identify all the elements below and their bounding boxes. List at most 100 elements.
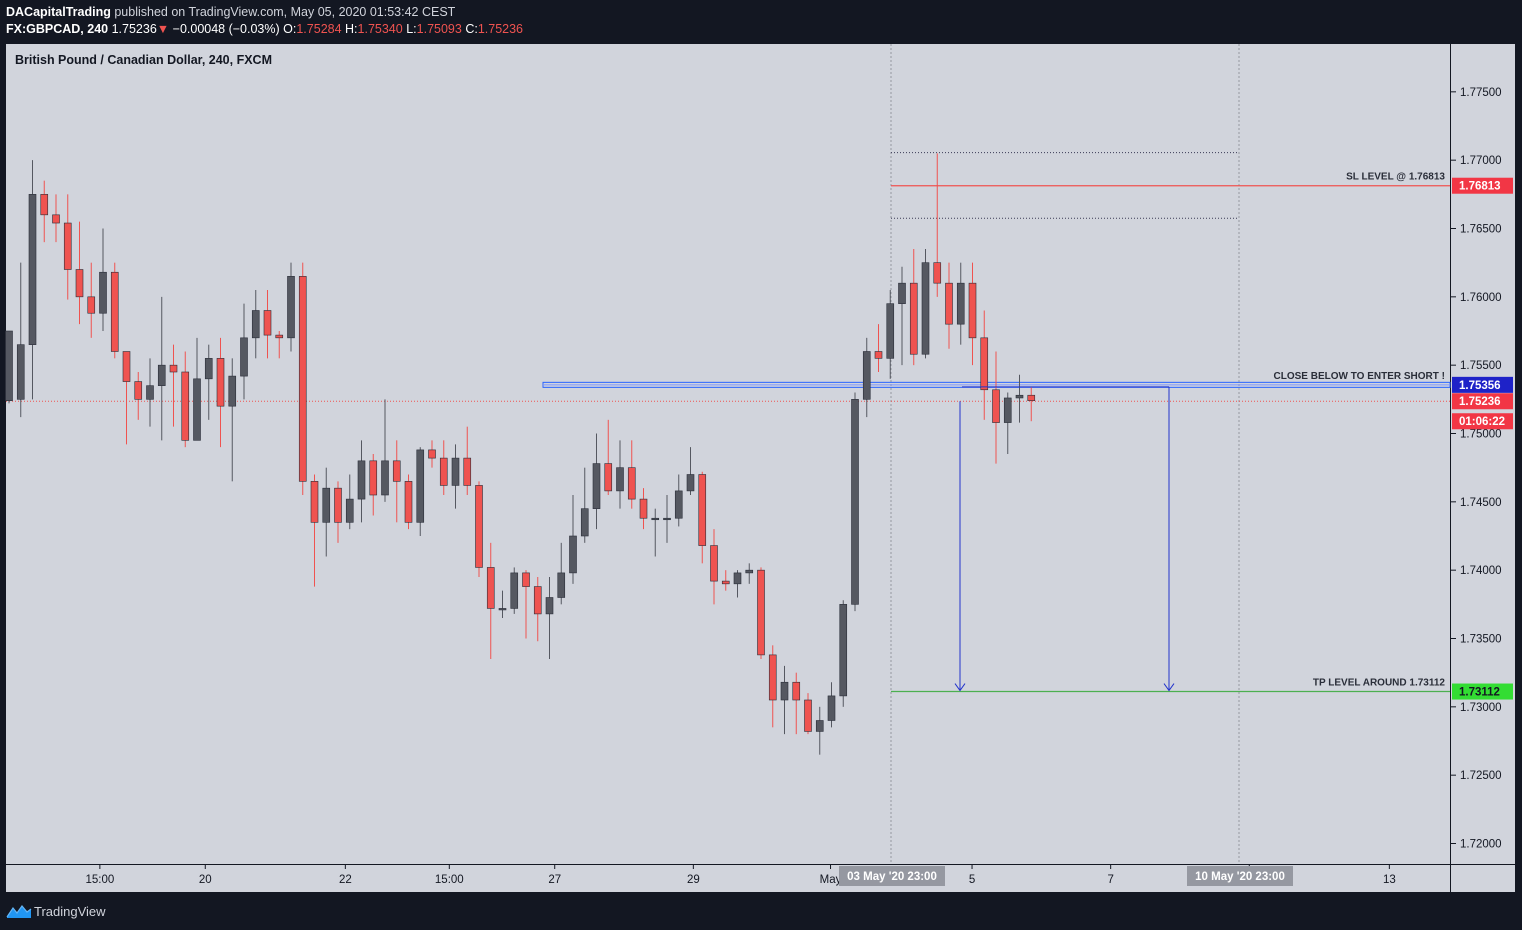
candle [404,481,413,523]
candle [28,194,37,345]
price-tick-label: 1.77500 [1460,87,1502,99]
candle [604,463,613,492]
candle [146,385,154,400]
candle [639,498,648,519]
candle [1015,394,1024,399]
time-tick-label: 27 [548,874,561,886]
candle [886,303,895,359]
candle [651,517,660,521]
price-tick-label: 1.77000 [1460,155,1502,167]
candle [181,371,190,441]
price-tick-label: 1.75500 [1460,360,1502,372]
candle [298,276,307,482]
publish-line: DACapitalTrading published on TradingVie… [6,5,455,19]
time-tick-label: 15:00 [435,874,464,886]
candle [533,586,542,615]
sl-level-label: SL LEVEL @ 1.76813 [1346,172,1445,183]
candle [251,310,260,339]
candle [757,569,765,656]
candle [1003,397,1012,423]
candle [545,597,554,615]
time-tick-label: 5 [969,874,975,886]
candle [768,654,777,701]
candle [498,608,507,611]
change-down-icon: ▼ [156,22,170,36]
candle [956,282,965,325]
candle [475,485,483,568]
last-price: 1.75236 [111,22,157,36]
candle [721,580,730,585]
open-value: 1.75284 [296,22,342,36]
candle [992,389,1000,423]
plot-area[interactable] [6,44,1450,864]
candle [686,474,695,492]
candle [169,364,178,373]
candle [40,194,49,216]
candle [1027,394,1036,402]
candle [99,271,107,314]
candle [392,460,401,482]
candle [804,699,812,732]
candle [510,572,519,609]
high-value: 1.75340 [357,22,403,36]
candle [75,269,84,298]
candle [569,535,577,574]
footer-bar [0,893,1522,930]
candle [263,310,272,336]
author-name[interactable]: DACapitalTrading [6,5,111,19]
candle [945,282,953,325]
price-tick-label: 1.73500 [1460,634,1502,646]
ohlc-line: FX:GBPCAD, 240 1.75236▼ −0.00048 (−0.03%… [6,22,523,36]
tp-level-label: TP LEVEL AROUND 1.73112 [1313,678,1446,689]
arrow-down-icon [1163,683,1175,692]
price-tick-label: 1.76000 [1460,292,1502,304]
candle [898,282,906,304]
footer-brand[interactable]: TradingView [34,904,106,919]
candle [63,222,72,270]
candle [157,364,166,386]
candle [87,296,96,314]
candle [287,276,295,339]
price-tick-label: 1.74000 [1460,565,1502,577]
tp-price-tag-bg [1452,683,1513,700]
candle [522,572,530,587]
candle [698,474,707,546]
candle [486,567,495,609]
current-price-tag: 1.75236 [1459,396,1501,408]
close-value: 1.75236 [477,22,523,36]
candle [275,334,284,339]
time-tick-label: 7 [1107,874,1113,886]
low-value: 1.75093 [416,22,462,36]
candle [933,262,942,284]
price-tick-label: 1.74500 [1460,497,1502,509]
current-price-tag-bg [1452,393,1513,410]
candle [345,498,354,523]
tp-price-tag: 1.73112 [1459,687,1500,699]
published-info: published on TradingView.com, May 05, 20… [114,5,456,19]
candle [733,572,742,585]
chart-header: DACapitalTrading published on TradingVie… [0,0,1522,42]
high-label: H: [345,22,358,36]
price-tick-label: 1.76500 [1460,224,1502,236]
price-tick-label: 1.72000 [1460,839,1502,851]
candle [968,282,977,339]
time-tick-label: May [820,874,842,886]
candle [580,508,589,537]
candle [592,463,601,509]
candle [674,490,683,519]
candle [204,358,213,380]
candle [627,467,636,500]
low-label: L: [406,22,417,36]
bar-countdown-tag-bg [1452,413,1513,430]
candle [122,351,131,382]
candle [369,460,378,496]
candle [322,487,331,523]
candle [780,681,789,701]
candle [228,375,237,407]
bar-countdown-tag: 01:06:22 [1459,416,1505,428]
open-label: O: [283,22,297,36]
candle [357,460,366,500]
candle [16,344,25,400]
tradingview-logo-icon[interactable] [6,903,32,919]
candle [110,271,119,352]
